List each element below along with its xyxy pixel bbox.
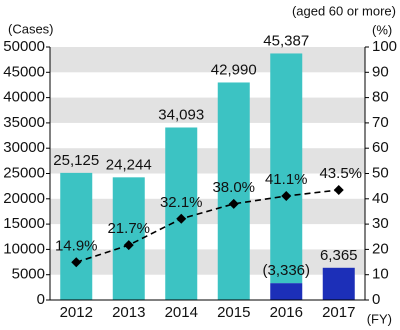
bar-value-label: 24,244 <box>106 156 152 173</box>
bar <box>112 177 145 300</box>
grid-band <box>50 97 365 123</box>
line-value-label: 43.5% <box>319 165 362 182</box>
y-tick-label: 0 <box>37 291 45 308</box>
y-tick-label: 50000 <box>3 38 45 55</box>
x-tick-label: 2016 <box>270 304 303 321</box>
bar-value-label: 42,990 <box>211 61 257 78</box>
bar-value-label: 6,365 <box>320 247 358 264</box>
grid-band <box>50 148 365 174</box>
x-tick-label: 2015 <box>217 304 250 321</box>
x-tick-label: 2017 <box>322 304 355 321</box>
bar-value-label: 34,093 <box>158 106 204 123</box>
grid-band <box>50 249 365 275</box>
y2-tick-label: 40 <box>372 190 389 207</box>
y-tick-label: 20000 <box>3 190 45 207</box>
y2-tick-label: 30 <box>372 215 389 232</box>
y2-tick-label: 90 <box>372 63 389 80</box>
bar <box>60 172 93 300</box>
y2-tick-label: 20 <box>372 240 389 257</box>
bar <box>322 267 355 300</box>
line <box>76 189 339 264</box>
bar-value-label: 45,387 <box>263 32 309 49</box>
x-tick-label: 2012 <box>60 304 93 321</box>
y2-axis-label: (%) <box>372 22 392 37</box>
y-tick-label: 35000 <box>3 114 45 131</box>
y-axis-label: (Cases) <box>8 21 54 36</box>
y2-axis-note: (aged 60 or more) <box>292 3 396 18</box>
x-axis-label: (FY) <box>367 311 392 326</box>
y-tick-label: 10000 <box>3 240 45 257</box>
y2-tick-label: 70 <box>372 114 389 131</box>
bar-value-label: (3,336) <box>262 262 310 279</box>
y-tick-label: 40000 <box>3 89 45 106</box>
line-value-label: 14.9% <box>55 237 98 254</box>
bar <box>270 283 303 300</box>
line-value-label: 41.1% <box>265 171 308 188</box>
bar-value-label: 25,125 <box>53 152 99 169</box>
bar <box>217 82 250 300</box>
marker <box>228 198 239 209</box>
line-value-label: 21.7% <box>107 220 150 237</box>
line-value-label: 38.0% <box>212 179 255 196</box>
y-tick-label: 5000 <box>12 266 45 283</box>
y2-tick-label: 60 <box>372 139 389 156</box>
y2-tick-label: 100 <box>372 38 397 55</box>
y2-tick-label: 0 <box>372 291 380 308</box>
bar <box>165 127 198 301</box>
y-tick-label: 15000 <box>3 215 45 232</box>
grid-band <box>50 47 365 73</box>
marker <box>333 184 344 195</box>
marker <box>123 240 134 251</box>
marker <box>281 191 292 202</box>
line-value-label: 32.1% <box>160 194 203 211</box>
y-tick-label: 25000 <box>3 164 45 181</box>
bar <box>270 53 303 284</box>
x-tick-label: 2014 <box>165 304 198 321</box>
marker <box>176 213 187 224</box>
y-tick-label: 30000 <box>3 139 45 156</box>
y2-tick-label: 10 <box>372 266 389 283</box>
y2-tick-label: 80 <box>372 89 389 106</box>
y2-tick-label: 50 <box>372 164 389 181</box>
x-tick-label: 2013 <box>112 304 145 321</box>
marker <box>71 257 82 268</box>
y-tick-label: 45000 <box>3 63 45 80</box>
